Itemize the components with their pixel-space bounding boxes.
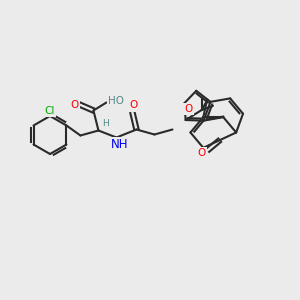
Text: O: O bbox=[129, 100, 138, 110]
Text: O: O bbox=[197, 150, 206, 160]
Text: H: H bbox=[102, 119, 109, 128]
Text: O: O bbox=[184, 104, 193, 114]
Text: NH: NH bbox=[111, 138, 128, 151]
Text: O: O bbox=[198, 148, 206, 158]
Text: HO: HO bbox=[109, 97, 124, 106]
Text: Cl: Cl bbox=[45, 106, 55, 116]
Text: O: O bbox=[70, 100, 79, 110]
